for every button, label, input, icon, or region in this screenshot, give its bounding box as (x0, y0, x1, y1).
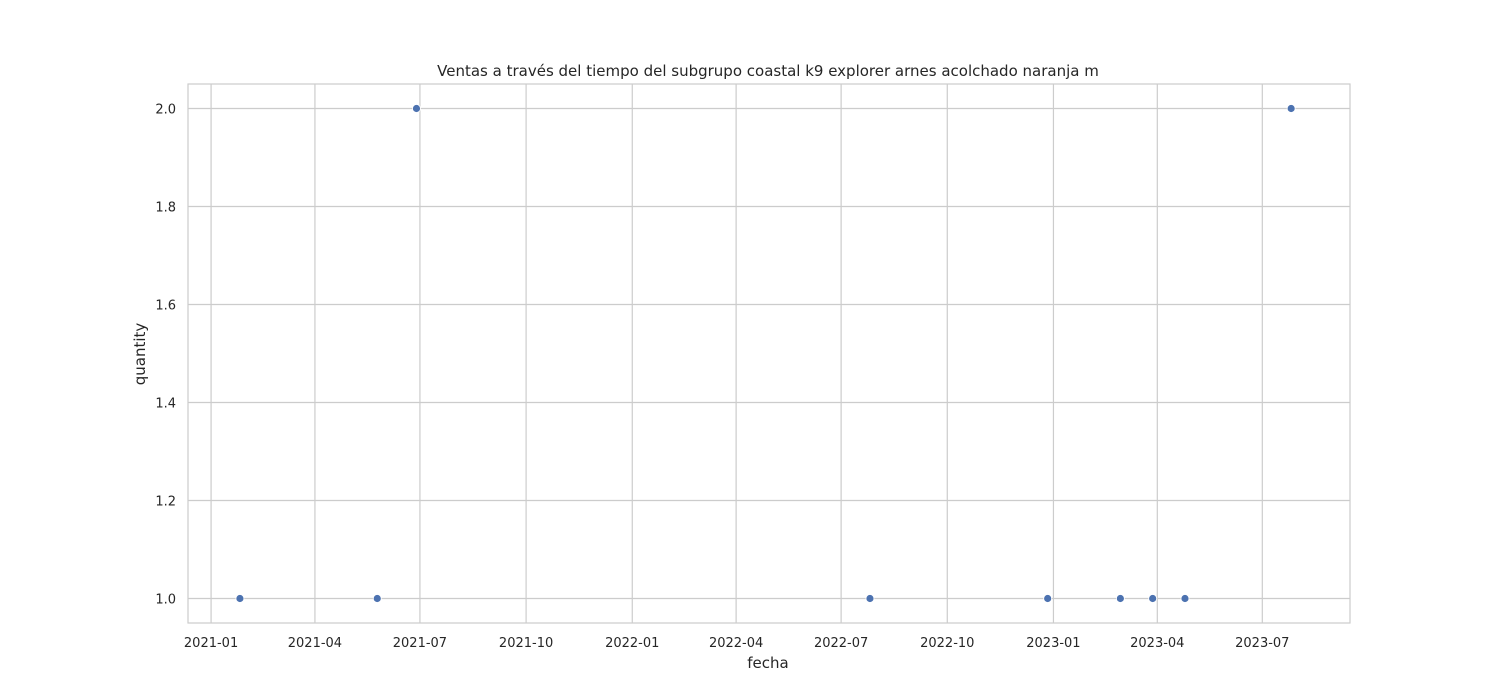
y-axis: 1.0 1.2 1.4 1.6 1.8 2.0 (155, 103, 176, 608)
x-tick-label: 2021-04 (288, 636, 342, 651)
data-point (1043, 594, 1053, 603)
x-tick-label: 2021-07 (393, 636, 447, 651)
data-point (235, 594, 245, 603)
y-tick-label: 1.8 (155, 201, 176, 216)
data-points (235, 104, 1296, 603)
x-axis: 2021-01 2021-04 2021-07 2021-10 2022-01 2022-… (184, 636, 1290, 651)
data-point (372, 594, 382, 603)
x-axis-label: fecha (747, 654, 788, 672)
y-tick-label: 1.2 (155, 495, 176, 510)
y-tick-label: 2.0 (155, 103, 176, 118)
x-tick-label: 2022-04 (709, 636, 763, 651)
x-tick-label: 2022-01 (605, 636, 659, 651)
x-tick-label: 2023-04 (1130, 636, 1184, 651)
data-point (1148, 594, 1158, 603)
x-tick-label: 2023-07 (1235, 636, 1289, 651)
x-tick-label: 2021-10 (499, 636, 553, 651)
data-point (1286, 104, 1296, 113)
y-tick-label: 1.4 (155, 397, 176, 412)
x-tick-label: 2022-07 (814, 636, 868, 651)
data-point (1180, 594, 1190, 603)
chart-title: Ventas a través del tiempo del subgrupo … (437, 62, 1099, 80)
x-tick-label: 2021-01 (184, 636, 238, 651)
plot-area (187, 83, 1351, 624)
data-point (412, 104, 421, 113)
x-tick-label: 2023-01 (1026, 636, 1080, 651)
y-tick-label: 1.6 (155, 299, 176, 314)
grid (188, 84, 1350, 623)
x-tick-label: 2022-10 (920, 636, 974, 651)
data-point (865, 594, 875, 603)
y-tick-label: 1.0 (155, 593, 176, 608)
data-point (1115, 594, 1125, 603)
y-axis-label: quantity (131, 323, 149, 386)
